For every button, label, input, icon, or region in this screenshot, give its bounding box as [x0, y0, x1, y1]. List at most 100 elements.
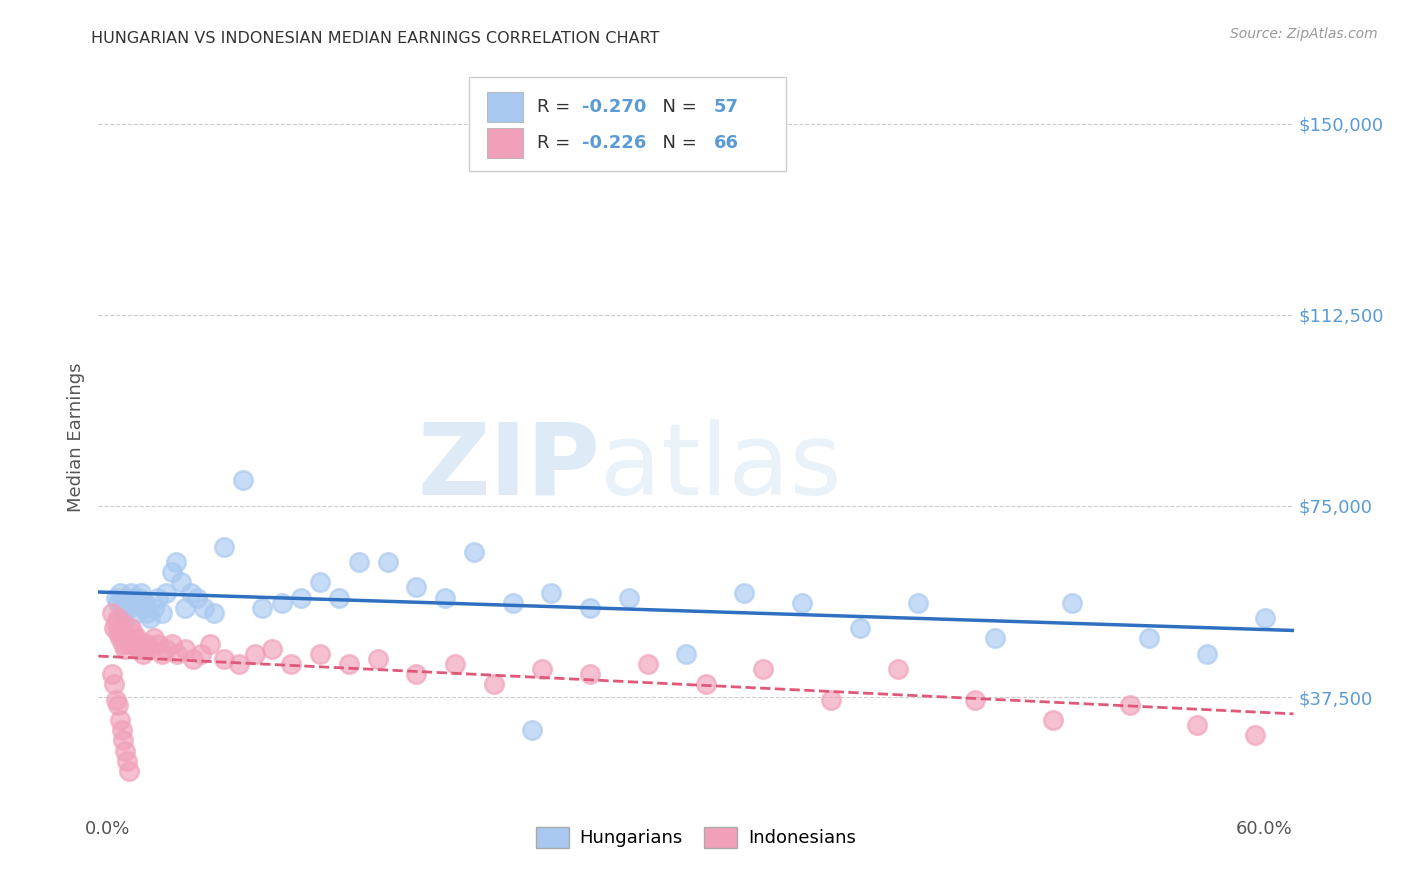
Point: [128, 591, 150, 605]
Point: [139, 611, 162, 625]
Text: -0.226: -0.226: [582, 134, 647, 152]
Point: [405, 667, 427, 681]
Text: 66: 66: [714, 134, 740, 152]
Point: [118, 764, 141, 778]
FancyBboxPatch shape: [486, 128, 523, 158]
Text: Source: ZipAtlas.com: Source: ZipAtlas.com: [1230, 27, 1378, 41]
Point: [190, 647, 212, 661]
Point: [114, 591, 136, 605]
Point: [108, 632, 131, 646]
Point: [907, 596, 929, 610]
Point: [148, 591, 170, 605]
Point: [118, 600, 141, 615]
Point: [107, 626, 129, 640]
Point: [165, 555, 187, 569]
Point: [143, 600, 166, 615]
Point: [117, 632, 139, 646]
Point: [270, 596, 292, 610]
Point: [174, 600, 197, 615]
FancyBboxPatch shape: [486, 93, 523, 122]
Point: [212, 652, 235, 666]
Y-axis label: Median Earnings: Median Earnings: [66, 362, 84, 512]
Point: [347, 555, 370, 569]
Point: [463, 545, 485, 559]
Point: [675, 647, 697, 661]
Point: [132, 647, 155, 661]
Point: [1118, 698, 1140, 712]
Point: [101, 667, 124, 681]
Point: [129, 585, 152, 599]
Point: [134, 596, 156, 610]
Point: [132, 600, 155, 615]
Point: [170, 575, 193, 590]
Point: [139, 641, 162, 656]
Point: [108, 585, 131, 599]
Point: [117, 596, 139, 610]
Point: [114, 743, 136, 757]
Point: [135, 606, 157, 620]
Point: [820, 692, 842, 706]
Point: [129, 636, 152, 650]
Point: [228, 657, 250, 671]
Point: [120, 585, 142, 599]
Point: [752, 662, 775, 676]
Point: [186, 591, 208, 605]
Point: [290, 591, 312, 605]
Point: [112, 616, 135, 631]
Point: [434, 591, 457, 605]
Point: [579, 667, 602, 681]
Point: [540, 585, 562, 599]
Point: [984, 632, 1007, 646]
Point: [695, 677, 717, 691]
Point: [166, 647, 188, 661]
Point: [107, 698, 129, 712]
Point: [114, 641, 136, 656]
Point: [128, 641, 150, 656]
Point: [122, 591, 145, 605]
Point: [232, 474, 254, 488]
Point: [120, 621, 142, 635]
Text: -0.270: -0.270: [582, 98, 647, 116]
Point: [103, 677, 125, 691]
Point: [110, 626, 132, 640]
Point: [260, 641, 283, 656]
Point: [125, 606, 148, 620]
Point: [965, 692, 987, 706]
Point: [174, 641, 197, 656]
Point: [125, 632, 148, 646]
Point: [124, 596, 146, 610]
Point: [337, 657, 360, 671]
Point: [520, 723, 543, 738]
Point: [112, 606, 135, 620]
Point: [110, 723, 132, 738]
FancyBboxPatch shape: [470, 78, 786, 171]
Point: [790, 596, 813, 610]
Point: [444, 657, 467, 671]
Point: [143, 632, 166, 646]
Point: [104, 616, 127, 631]
Point: [122, 626, 145, 640]
Text: HUNGARIAN VS INDONESIAN MEDIAN EARNINGS CORRELATION CHART: HUNGARIAN VS INDONESIAN MEDIAN EARNINGS …: [91, 31, 659, 46]
Text: R =: R =: [537, 134, 576, 152]
Point: [181, 652, 204, 666]
Point: [1244, 728, 1267, 742]
Point: [193, 600, 215, 615]
Point: [155, 641, 177, 656]
Point: [104, 591, 127, 605]
Point: [887, 662, 910, 676]
Point: [1253, 611, 1275, 625]
Point: [150, 647, 173, 661]
Point: [733, 585, 755, 599]
Point: [202, 606, 225, 620]
Point: [110, 600, 132, 615]
Point: [367, 652, 389, 666]
Point: [150, 606, 173, 620]
Text: N =: N =: [651, 134, 702, 152]
Point: [243, 647, 266, 661]
Text: 57: 57: [714, 98, 740, 116]
Point: [118, 636, 141, 650]
Point: [1185, 718, 1208, 732]
Point: [637, 657, 659, 671]
Point: [112, 733, 135, 747]
Text: ZIP: ZIP: [418, 418, 600, 516]
